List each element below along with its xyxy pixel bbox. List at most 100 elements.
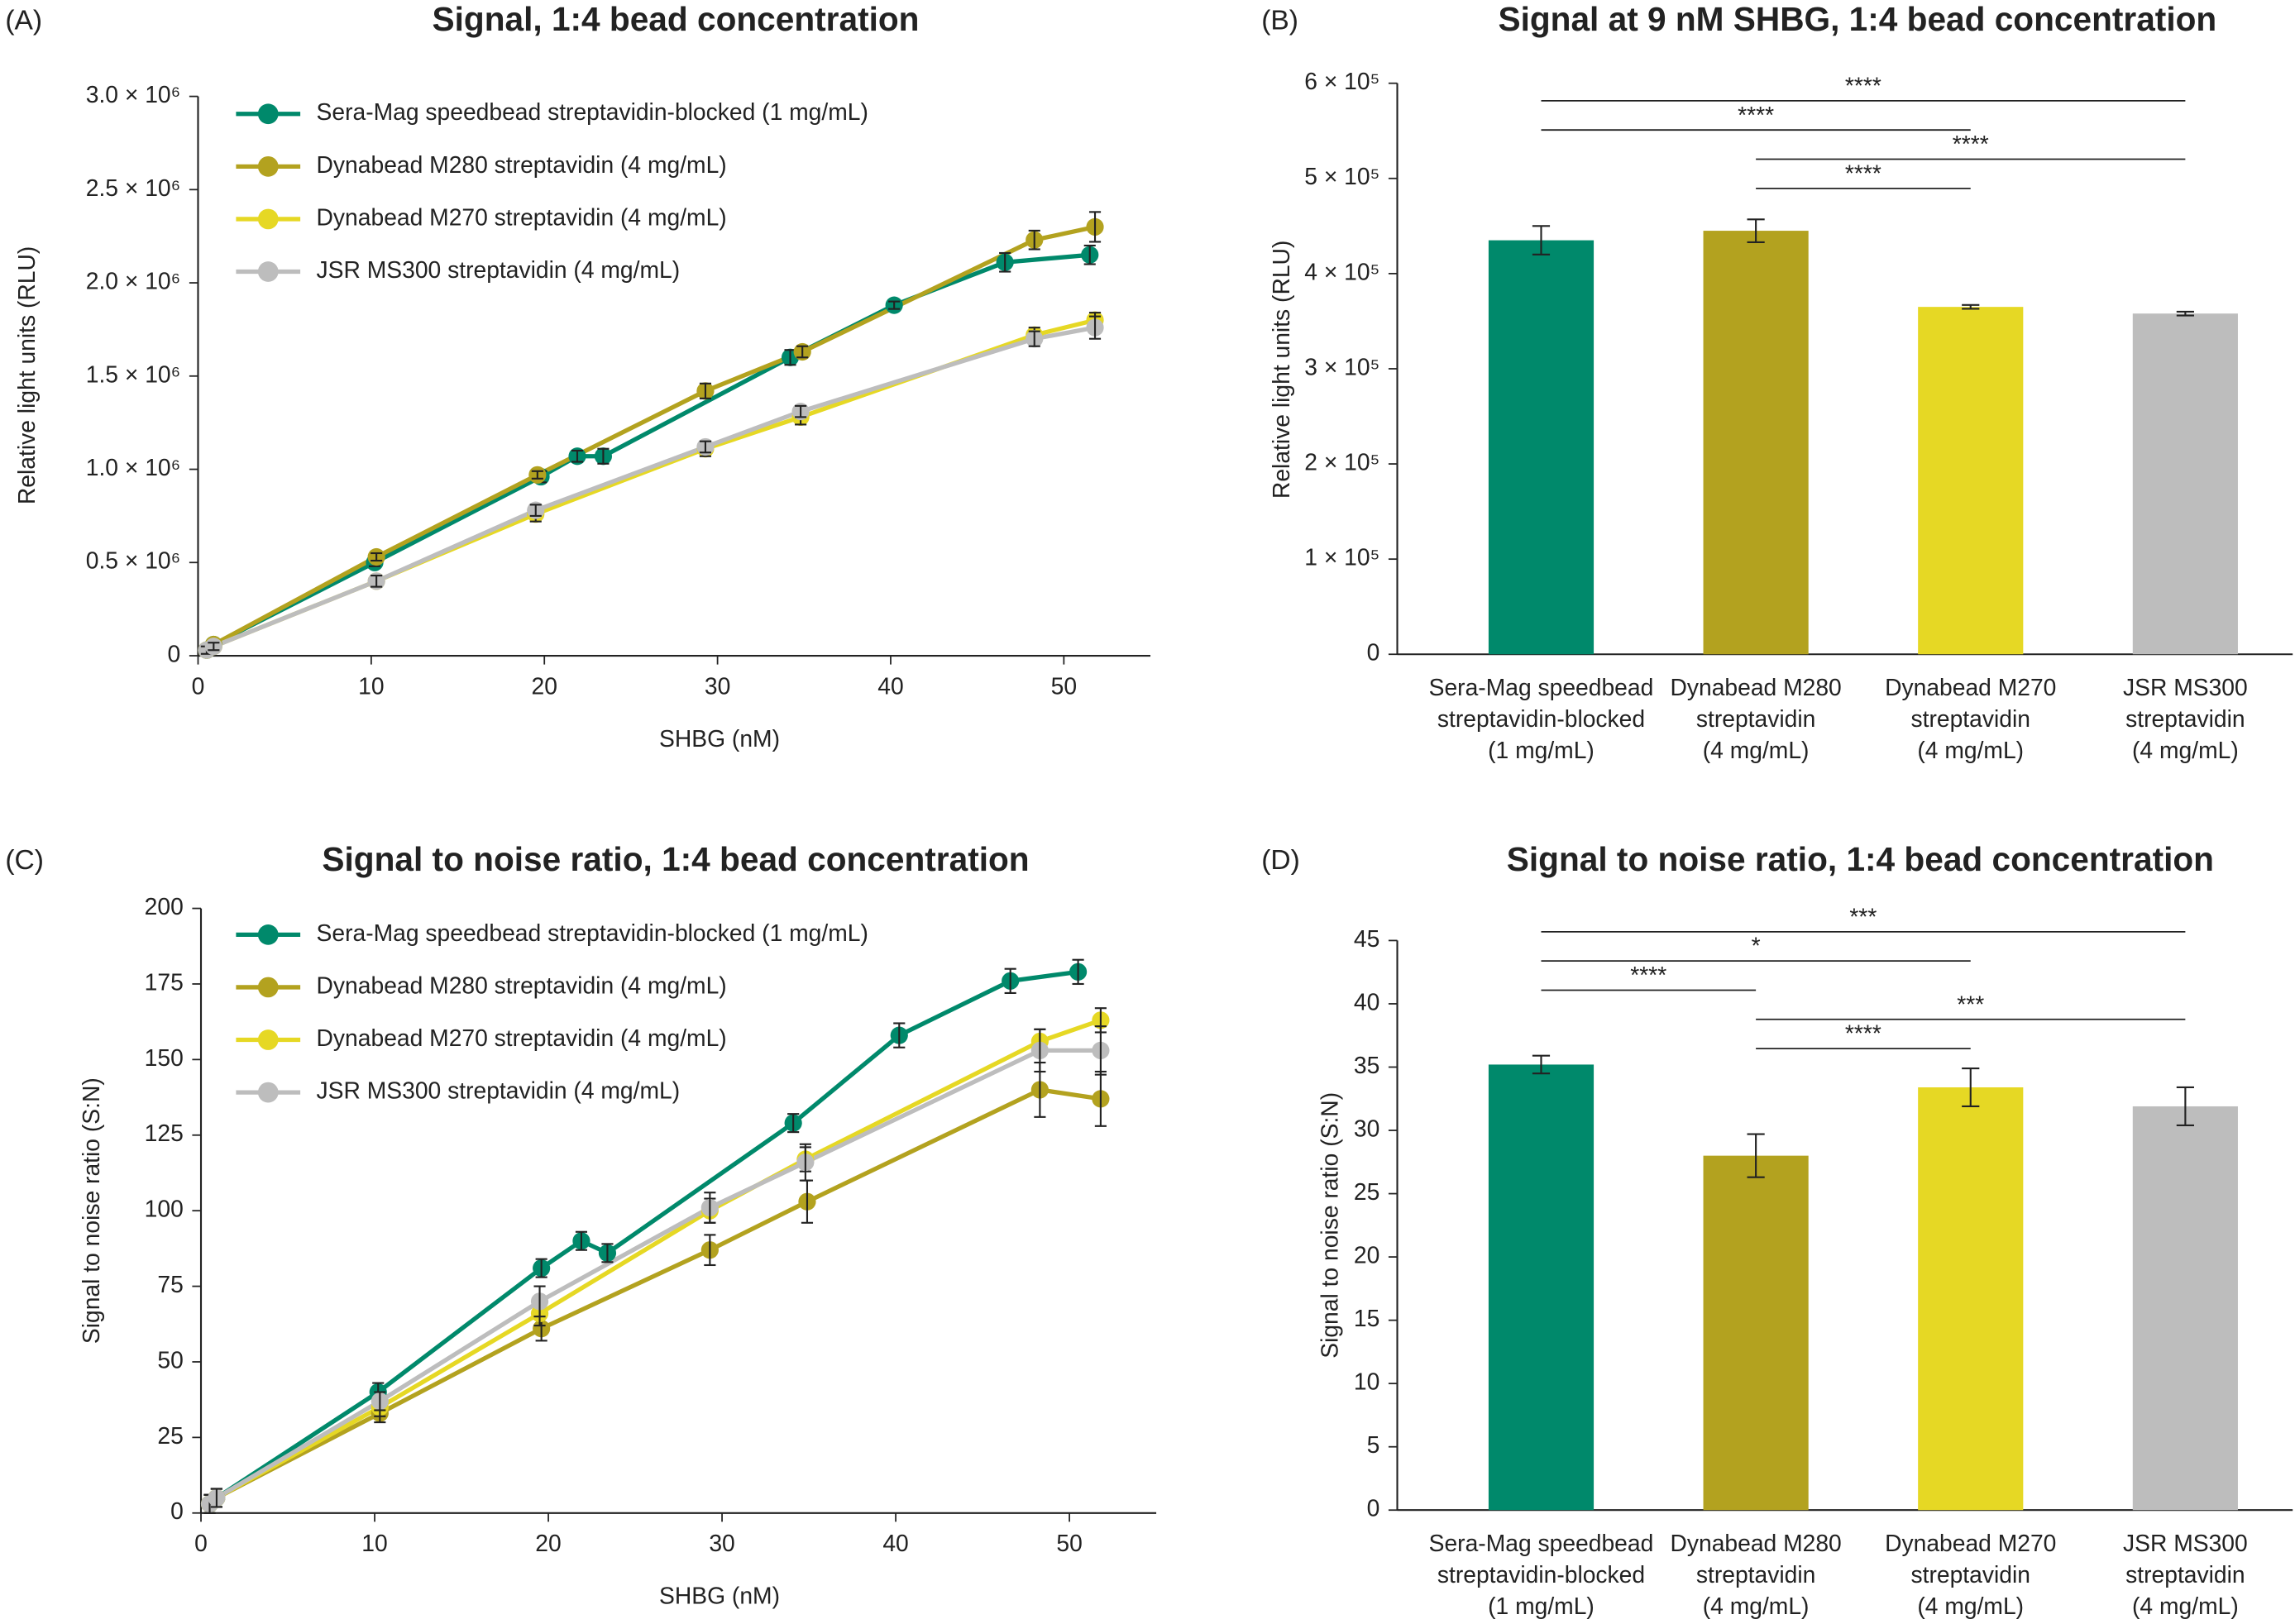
legend-label: Sera-Mag speedbead streptavidin-blocked … [317, 919, 868, 946]
y-tick-label: 150 [145, 1044, 184, 1071]
bar [1918, 307, 2024, 655]
x-tick-label: streptavidin-blocked [1437, 1561, 1645, 1588]
chart-title: Signal to noise ratio, 1:4 bead concentr… [322, 840, 1029, 878]
x-tick-label: 30 [709, 1530, 734, 1556]
panel-label: (B) [1261, 5, 1298, 36]
y-axis-label: Signal to noise ratio (S:N) [1317, 1092, 1343, 1359]
x-tick-label: JSR MS300 [2123, 1530, 2248, 1556]
y-tick-label: 175 [145, 968, 184, 995]
x-tick-label: 30 [705, 672, 730, 699]
y-axis-label: Relative light units (RLU) [1268, 241, 1294, 499]
significance-label: **** [1738, 102, 1774, 128]
bar [1703, 231, 1809, 655]
series-line [208, 969, 1078, 1506]
significance-label: *** [1957, 991, 1984, 1017]
y-tick-label: 0 [1367, 1495, 1380, 1521]
y-tick-label: 100 [145, 1196, 184, 1222]
chart-title: Signal at 9 nM SHBG, 1:4 bead concentrat… [1498, 0, 2216, 38]
x-tick-label: streptavidin [2125, 705, 2245, 732]
x-tick-label: 20 [535, 1530, 561, 1556]
y-tick-label: 50 [157, 1346, 183, 1373]
significance-label: *** [1849, 903, 1877, 929]
series-line [205, 318, 1096, 652]
legend-label: Dynabead M280 streptavidin (4 mg/mL) [317, 972, 727, 998]
bar [1703, 1155, 1809, 1511]
legend-marker [257, 977, 279, 998]
y-tick-label: 5 [1367, 1431, 1380, 1458]
significance-label: **** [1845, 72, 1881, 98]
y-tick-label: 3 × 10⁵ [1304, 353, 1379, 380]
x-tick-label: (1 mg/mL) [1488, 737, 1595, 763]
x-tick-label: (4 mg/mL) [1703, 1593, 1810, 1619]
y-tick-label: 5 × 10⁵ [1304, 163, 1379, 189]
panel-label: (C) [5, 845, 44, 876]
x-tick-label: streptavidin [2125, 1561, 2245, 1588]
series-line [208, 1087, 1102, 1506]
panel-label: (D) [1261, 845, 1300, 876]
x-tick-label: (1 mg/mL) [1488, 1593, 1595, 1619]
y-tick-label: 30 [1354, 1115, 1379, 1141]
series-line [205, 325, 1096, 652]
x-tick-label: 0 [194, 1530, 208, 1556]
y-tick-label: 1 × 10⁵ [1304, 544, 1379, 571]
series-line [208, 1048, 1101, 1506]
y-tick-label: 75 [157, 1271, 183, 1297]
x-tick-label: 0 [192, 672, 205, 699]
series-line [205, 252, 1090, 652]
x-tick-label: 10 [361, 1530, 387, 1556]
legend-marker [257, 155, 279, 177]
y-tick-label: 0.5 × 10⁶ [86, 547, 181, 574]
y-tick-label: 20 [1354, 1242, 1379, 1268]
y-tick-label: 40 [1354, 988, 1379, 1015]
x-tick-label: (4 mg/mL) [1917, 1593, 2024, 1619]
y-tick-label: 25 [157, 1422, 183, 1449]
y-tick-label: 0 [170, 1497, 184, 1524]
legend-label: Dynabead M280 streptavidin (4 mg/mL) [317, 151, 727, 178]
legend-label: JSR MS300 streptavidin (4 mg/mL) [317, 256, 681, 283]
y-tick-label: 25 [1354, 1178, 1379, 1205]
x-tick-label: streptavidin [1911, 1561, 2030, 1588]
x-tick-label: streptavidin [1696, 705, 1815, 732]
legend-marker [257, 261, 279, 282]
y-tick-label: 2.5 × 10⁶ [86, 174, 181, 201]
legend-label: Sera-Mag speedbead streptavidin-blocked … [317, 98, 868, 125]
y-tick-label: 200 [145, 893, 184, 919]
legend-marker [257, 103, 279, 125]
y-tick-label: 2 × 10⁵ [1304, 449, 1379, 475]
x-axis-label: SHBG (nM) [659, 1583, 780, 1609]
x-tick-label: 40 [877, 672, 903, 699]
bar [1488, 240, 1595, 655]
legend-marker [257, 924, 279, 945]
significance-label: **** [1845, 160, 1881, 186]
x-tick-label: 50 [1056, 1530, 1082, 1556]
y-tick-label: 45 [1354, 925, 1379, 952]
y-tick-label: 35 [1354, 1052, 1379, 1078]
y-tick-label: 15 [1354, 1305, 1379, 1331]
legend-marker [257, 1082, 279, 1103]
bar [1488, 1064, 1595, 1511]
x-tick-label: Dynabead M280 [1670, 1530, 1841, 1556]
legend-label: JSR MS300 streptavidin (4 mg/mL) [317, 1077, 681, 1104]
bar [1918, 1087, 2024, 1511]
y-tick-label: 1.0 × 10⁶ [86, 454, 181, 480]
y-tick-label: 1.5 × 10⁶ [86, 361, 181, 387]
y-tick-label: 125 [145, 1120, 184, 1146]
y-tick-label: 0 [1367, 639, 1380, 666]
legend-marker [257, 208, 279, 230]
x-tick-label: streptavidin-blocked [1437, 705, 1645, 732]
y-tick-label: 3.0 × 10⁶ [86, 81, 181, 107]
panel-label: (A) [5, 5, 42, 36]
x-tick-label: (4 mg/mL) [1703, 737, 1810, 763]
legend-label: Dynabead M270 streptavidin (4 mg/mL) [317, 203, 727, 230]
legend-marker [257, 1029, 279, 1050]
x-tick-label: (4 mg/mL) [1917, 737, 2024, 763]
x-tick-label: 50 [1051, 672, 1077, 699]
y-tick-label: 6 × 10⁵ [1304, 68, 1379, 94]
legend-label: Dynabead M270 streptavidin (4 mg/mL) [317, 1025, 727, 1051]
x-tick-label: 10 [358, 672, 384, 699]
y-tick-label: 2.0 × 10⁶ [86, 268, 181, 294]
y-axis-label: Relative light units (RLU) [13, 246, 40, 504]
x-tick-label: Sera-Mag speedbead [1429, 674, 1654, 700]
